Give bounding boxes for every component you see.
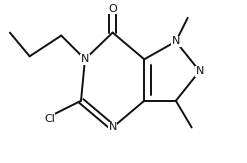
- Text: N: N: [81, 54, 89, 64]
- Text: N: N: [108, 122, 117, 132]
- Text: O: O: [108, 4, 117, 14]
- Text: Cl: Cl: [44, 114, 55, 124]
- Text: N: N: [172, 37, 180, 46]
- Text: N: N: [195, 66, 204, 76]
